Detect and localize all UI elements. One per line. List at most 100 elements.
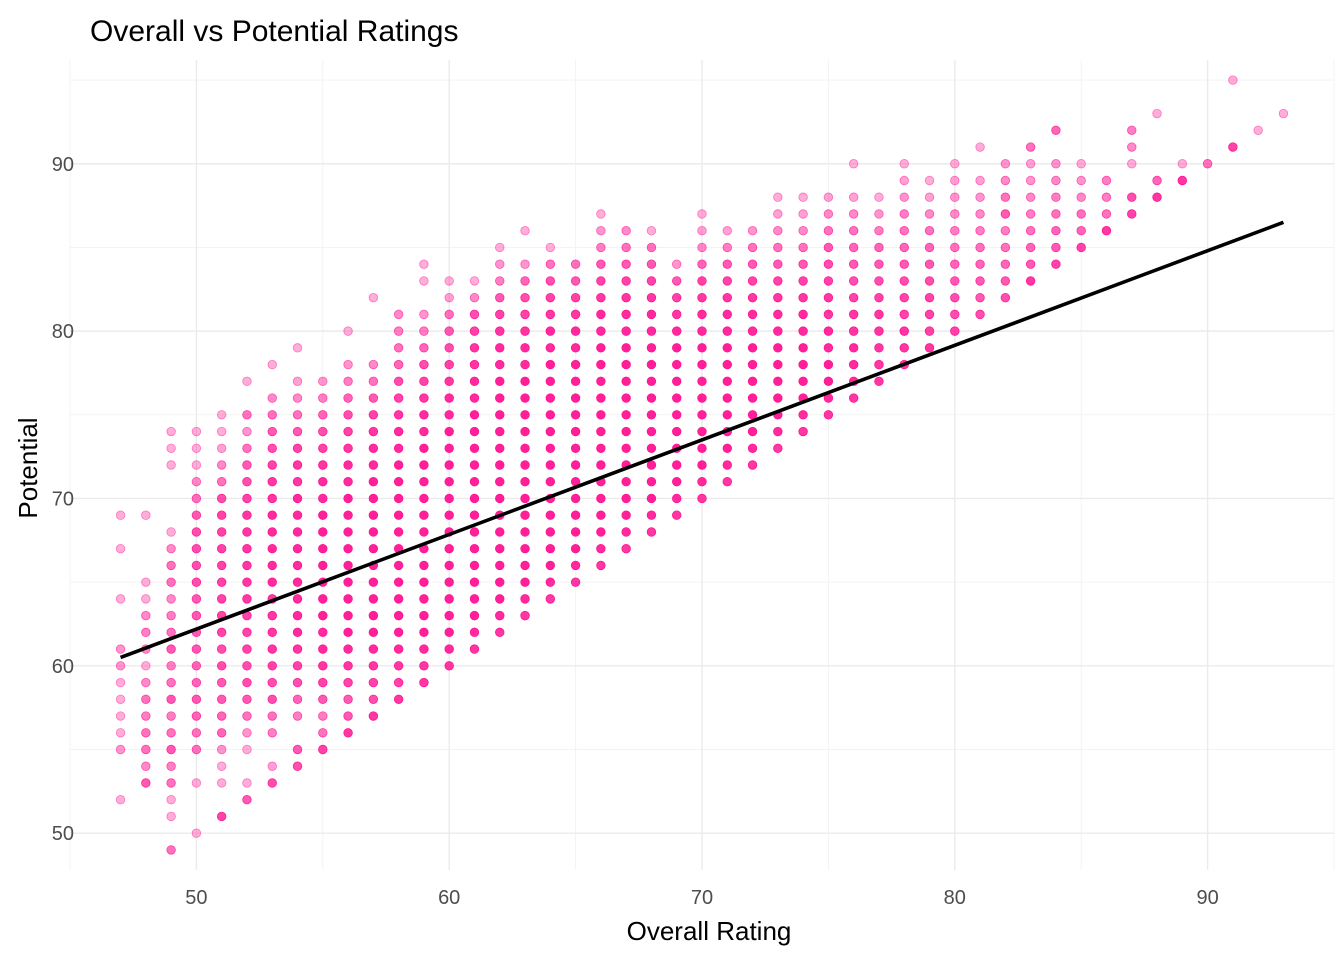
data-point	[267, 677, 277, 688]
data-point	[292, 543, 303, 554]
data-point	[393, 426, 404, 437]
data-point	[318, 393, 328, 403]
data-point	[141, 761, 151, 771]
data-point	[646, 226, 657, 236]
data-point	[798, 259, 808, 269]
data-point	[596, 460, 606, 470]
data-point	[1101, 226, 1112, 236]
data-point	[292, 343, 303, 353]
data-point	[545, 376, 556, 387]
data-point	[444, 309, 454, 320]
data-point	[570, 460, 581, 470]
data-point	[823, 359, 834, 370]
data-point	[672, 393, 682, 403]
data-point	[899, 209, 909, 219]
data-point	[975, 175, 985, 186]
data-point	[343, 376, 353, 387]
data-point	[672, 276, 682, 286]
data-point	[848, 226, 859, 236]
data-point	[545, 326, 556, 336]
data-point	[570, 443, 581, 453]
data-point	[368, 577, 379, 587]
data-point	[975, 209, 985, 219]
data-point	[646, 376, 657, 387]
data-point	[469, 460, 480, 470]
data-point	[697, 343, 707, 353]
data-point	[444, 610, 454, 621]
data-point	[899, 343, 909, 353]
data-point	[216, 527, 227, 537]
data-point	[697, 477, 707, 487]
data-point	[267, 577, 277, 587]
data-point	[267, 711, 277, 721]
data-point	[191, 610, 202, 621]
data-point	[899, 192, 909, 202]
data-point	[545, 527, 556, 537]
data-point	[115, 694, 126, 704]
data-point	[242, 410, 252, 420]
data-point	[570, 410, 581, 420]
data-point	[368, 410, 379, 420]
data-point	[1253, 125, 1263, 135]
data-point	[115, 510, 126, 520]
data-point	[419, 677, 429, 688]
data-point	[495, 610, 505, 621]
data-point	[292, 661, 303, 671]
x-tick-label: 70	[691, 887, 713, 909]
data-point	[368, 292, 379, 303]
data-point	[1000, 209, 1011, 219]
data-point	[621, 477, 631, 487]
data-point	[545, 393, 556, 403]
data-point	[191, 677, 202, 688]
data-point	[545, 477, 556, 487]
data-point	[1177, 159, 1188, 169]
data-point	[570, 426, 581, 437]
data-point	[520, 376, 530, 387]
data-point	[697, 410, 707, 420]
data-point	[318, 527, 328, 537]
data-point	[469, 527, 480, 537]
data-point	[621, 242, 631, 253]
data-point	[520, 343, 530, 353]
data-point	[1000, 242, 1011, 253]
data-point	[596, 326, 606, 336]
data-point	[495, 343, 505, 353]
data-point	[318, 460, 328, 470]
data-point	[216, 644, 227, 654]
data-point	[924, 209, 935, 219]
data-point	[899, 242, 909, 253]
data-point	[545, 560, 556, 571]
data-point	[393, 443, 404, 453]
data-point	[520, 527, 530, 537]
data-point	[1025, 175, 1036, 186]
data-point	[520, 477, 530, 487]
data-point	[747, 226, 758, 236]
data-points	[115, 75, 1289, 855]
data-point	[292, 694, 303, 704]
data-point	[570, 292, 581, 303]
data-point	[393, 594, 404, 604]
data-point	[545, 359, 556, 370]
data-point	[545, 543, 556, 554]
data-point	[596, 292, 606, 303]
data-point	[848, 309, 859, 320]
data-point	[798, 410, 808, 420]
data-point	[545, 426, 556, 437]
data-point	[141, 627, 151, 638]
data-point	[924, 175, 935, 186]
data-point	[924, 309, 935, 320]
data-point	[419, 493, 429, 504]
data-point	[1076, 192, 1086, 202]
data-point	[924, 292, 935, 303]
data-point	[823, 276, 834, 286]
data-point	[596, 543, 606, 554]
data-point	[899, 175, 909, 186]
data-point	[1000, 276, 1011, 286]
data-point	[368, 359, 379, 370]
data-point	[798, 292, 808, 303]
data-point	[469, 510, 480, 520]
data-point	[874, 242, 884, 253]
data-point	[216, 728, 227, 738]
